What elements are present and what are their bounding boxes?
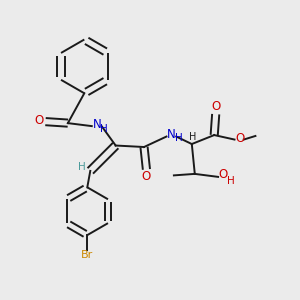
Text: H: H [78,162,86,172]
Text: O: O [142,170,151,183]
Text: O: O [219,168,228,181]
Text: H: H [227,176,235,186]
Text: H: H [189,133,196,142]
Text: N: N [167,128,176,141]
Text: O: O [211,100,220,113]
Text: H: H [176,134,183,143]
Text: Br: Br [81,250,93,260]
Text: N: N [92,118,101,131]
Text: O: O [34,114,44,127]
Text: O: O [235,132,244,145]
Text: H: H [100,124,108,134]
